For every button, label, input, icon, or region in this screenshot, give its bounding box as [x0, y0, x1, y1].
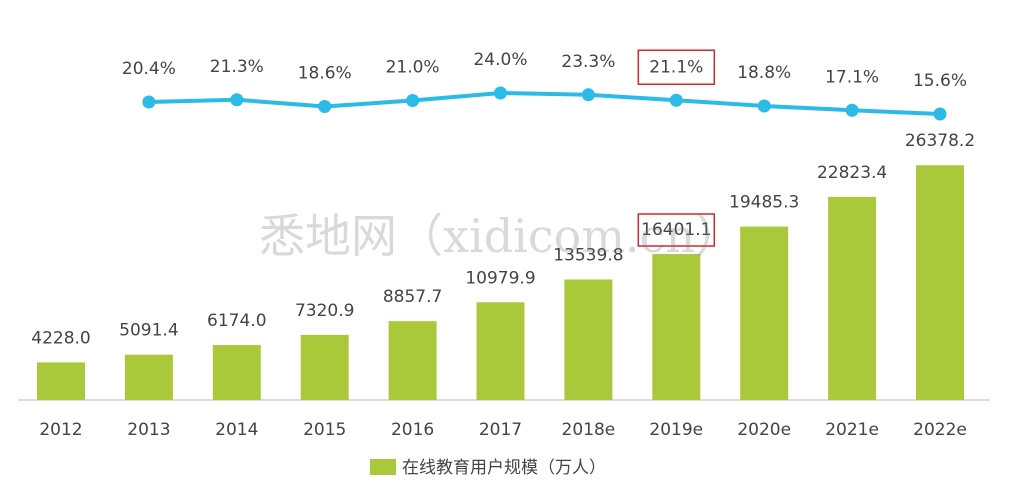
line-point: [757, 99, 771, 113]
data-label: 21.0%: [386, 58, 440, 78]
data-label: 17.1%: [825, 67, 879, 87]
legend-label: 在线教育用户规模（万人）: [402, 458, 606, 478]
line-point: [669, 93, 683, 107]
x-tick-label: 2013: [127, 420, 170, 440]
x-tick-label: 2019e: [649, 420, 703, 440]
line-point: [318, 100, 332, 113]
watermark: 悉地网（xidicom.cn）: [259, 209, 741, 263]
bar: [564, 279, 613, 400]
data-label: 5091.4: [119, 321, 178, 341]
data-label: 21.1%: [649, 57, 703, 77]
bar: [212, 345, 261, 400]
bar: [124, 354, 173, 400]
x-tick-label: 2022e: [913, 420, 967, 440]
highlight-box: [637, 49, 716, 85]
line-point: [845, 103, 859, 117]
data-label: 15.6%: [913, 71, 967, 91]
x-tick-label: 2016: [391, 420, 434, 440]
data-label: 6174.0: [207, 311, 266, 331]
data-label: 26378.2: [905, 131, 975, 151]
bar: [37, 362, 85, 400]
line-point: [581, 88, 595, 102]
data-label: 7320.9: [295, 301, 354, 321]
data-label: 22823.4: [817, 163, 887, 183]
x-tick-label: 2015: [303, 420, 346, 440]
x-tick-label: 2012: [39, 420, 82, 440]
data-label: 18.6%: [298, 64, 352, 84]
line-point: [142, 95, 156, 109]
data-label: 23.3%: [561, 52, 615, 72]
bar: [300, 334, 349, 400]
data-label: 24.0%: [473, 50, 527, 70]
bar: [388, 321, 437, 400]
legend-swatch: [370, 459, 396, 475]
data-label: 4228.0: [31, 328, 90, 348]
highlight-box: [637, 213, 716, 247]
data-label: 16401.1: [641, 220, 711, 240]
line-point: [933, 107, 947, 121]
line-point: [494, 86, 507, 100]
x-tick-label: 2017: [479, 420, 522, 440]
bar: [916, 165, 964, 400]
data-label: 20.4%: [122, 59, 176, 79]
x-tick-label: 2018e: [562, 420, 616, 440]
data-label: 10979.9: [465, 268, 535, 288]
data-label: 8857.7: [383, 287, 442, 307]
data-label: 13539.8: [553, 245, 623, 265]
bar: [476, 302, 525, 400]
bar: [740, 226, 789, 400]
x-tick-label: 2014: [215, 420, 258, 440]
data-label: 21.3%: [210, 57, 264, 77]
data-label: 18.8%: [737, 63, 791, 83]
data-label: 19485.3: [729, 193, 799, 213]
bar: [828, 196, 877, 400]
line-point: [230, 93, 244, 107]
line: [148, 91, 941, 116]
bar: [652, 254, 701, 400]
line-point: [406, 94, 420, 107]
x-tick-label: 2020e: [737, 420, 791, 440]
x-tick-label: 2021e: [825, 420, 879, 440]
